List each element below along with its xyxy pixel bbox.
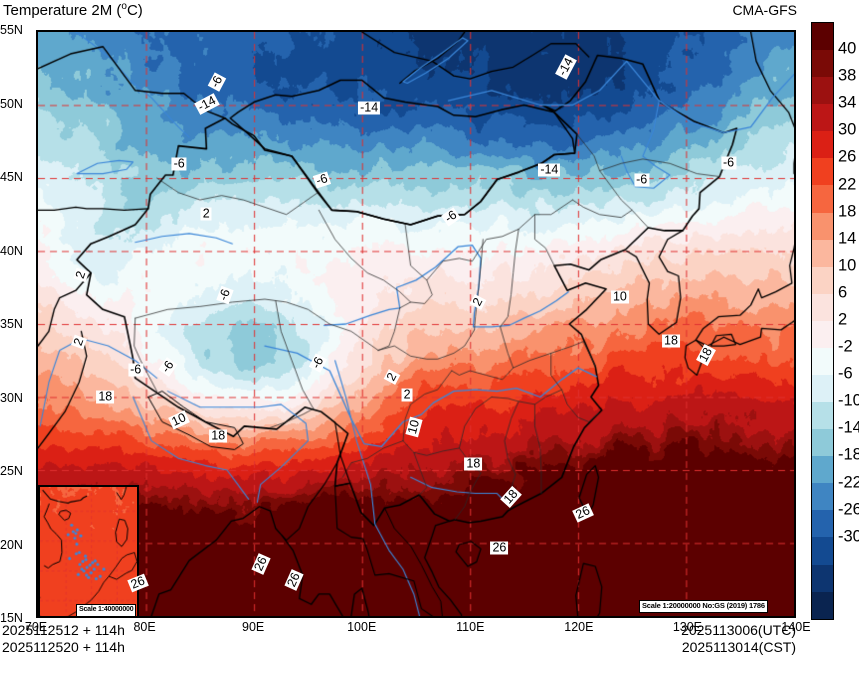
contour-label: 18 (662, 333, 680, 348)
colorbar-band-6 (812, 185, 833, 213)
colorbar-tick--10: -10 (838, 391, 859, 410)
contour-label: -6 (171, 156, 187, 171)
colorbar-band-0 (812, 23, 833, 51)
contour-label: -6 (128, 362, 144, 377)
contour-label: 2 (401, 387, 413, 402)
latitude-tick-40N: 40N (0, 243, 23, 258)
colorbar-tick-26: 26 (838, 147, 857, 166)
footer-init-time-utc: 2025112512 + 114h (2, 622, 125, 638)
contour-label: -14 (538, 162, 561, 177)
colorbar-band-18 (812, 510, 833, 538)
colorbar-band-17 (812, 483, 833, 511)
contour-label: 18 (96, 389, 115, 404)
colorbar-band-4 (812, 131, 833, 159)
colorbar-tick-34: 34 (838, 93, 857, 112)
colorbar-tick-6: 6 (838, 283, 848, 302)
latitude-tick-55N: 55N (0, 23, 23, 37)
colorbar-band-3 (812, 104, 833, 132)
model-label: CMA-GFS (732, 2, 797, 18)
south-china-sea-inset-map: Scale 1:40000000 (38, 485, 139, 616)
colorbar-tick--14: -14 (838, 418, 859, 437)
longitude-tick-100E: 100E (347, 620, 377, 634)
colorbar-tick-40: 40 (838, 39, 857, 58)
colorbar-band-19 (812, 537, 833, 565)
colorbar-band-2 (812, 77, 833, 105)
map-plot-area[interactable]: Scale 1:40000000 Scale 1:20000000 No:GS … (36, 30, 796, 618)
latitude-tick-45N: 45N (0, 170, 23, 184)
page-title-text: Temperature 2M ( (3, 2, 122, 19)
latitude-tick-50N: 50N (0, 96, 23, 111)
inset-field-canvas (40, 487, 137, 616)
page-title-unit: C) (126, 2, 143, 19)
longitude-tick-80E: 80E (133, 620, 156, 634)
longitude-tick-110E: 110E (456, 620, 485, 634)
colorbar-tick-38: 38 (838, 66, 857, 85)
colorbar-tick-18: 18 (838, 202, 857, 221)
contour-label: 18 (209, 428, 228, 443)
longitude-tick-130E: 130E (672, 620, 703, 634)
colorbar-band-12 (812, 347, 833, 376)
colorbar-tick--6: -6 (838, 364, 853, 383)
footer-init-time-cst: 2025112520 + 114h (2, 639, 125, 655)
colorbar-band-5 (812, 158, 833, 186)
contour-label: -6 (720, 155, 737, 170)
colorbar-band-8 (812, 239, 833, 267)
colorbar-band-9 (812, 266, 833, 294)
colorbar-band-11 (812, 320, 833, 348)
colorbar-tick-14: 14 (838, 229, 857, 248)
footer-valid-time-utc: 2025113006(UTC) (681, 622, 796, 638)
colorbar-band-16 (812, 456, 833, 484)
colorbar-tick--26: -26 (838, 500, 859, 519)
colorbar-band-14 (812, 402, 833, 430)
temperature-field-canvas (38, 32, 794, 616)
temperature-colorbar[interactable] (811, 22, 834, 620)
inset-scale-label: Scale 1:40000000 (76, 604, 137, 616)
longitude-tick-120E: 120E (564, 620, 594, 634)
colorbar-band-20 (812, 564, 833, 592)
colorbar-tick--18: -18 (838, 445, 859, 464)
contour-label: -14 (358, 100, 381, 115)
latitude-tick-15N: 15N (0, 611, 23, 625)
colorbar-band-21 (812, 591, 833, 619)
colorbar-tick--2: -2 (838, 337, 853, 356)
longitude-tick-70E: 70E (24, 620, 48, 634)
longitude-tick-140E: 140E (781, 620, 811, 634)
latitude-tick-20N: 20N (0, 537, 23, 552)
longitude-tick-90E: 90E (242, 620, 265, 634)
latitude-tick-25N: 25N (0, 464, 23, 478)
page-title: Temperature 2M (oC) (3, 1, 143, 19)
colorbar-band-7 (812, 212, 833, 240)
latitude-tick-30N: 30N (0, 390, 23, 405)
colorbar-band-10 (812, 293, 833, 321)
latitude-tick-35N: 35N (0, 317, 23, 331)
colorbar-tick--30: -30 (838, 527, 859, 546)
colorbar-band-15 (812, 429, 833, 457)
contour-label: 18 (464, 456, 483, 471)
colorbar-band-13 (812, 375, 833, 403)
colorbar-tick-10: 10 (838, 256, 857, 275)
colorbar-tick-30: 30 (838, 120, 857, 139)
contour-label: 26 (490, 540, 509, 555)
colorbar-tick-22: 22 (838, 175, 857, 194)
map-scale-label: Scale 1:20000000 No:GS (2019) 1786 (639, 600, 768, 613)
footer-valid-time-cst: 2025113014(CST) (681, 639, 796, 655)
colorbar-tick-2: 2 (838, 310, 848, 329)
contour-label: -6 (634, 172, 650, 187)
contour-label: 2 (200, 206, 212, 221)
degree-symbol: o (121, 1, 127, 12)
contour-label: 10 (610, 289, 629, 304)
colorbar-tick--22: -22 (838, 473, 859, 492)
colorbar-band-1 (812, 50, 833, 78)
